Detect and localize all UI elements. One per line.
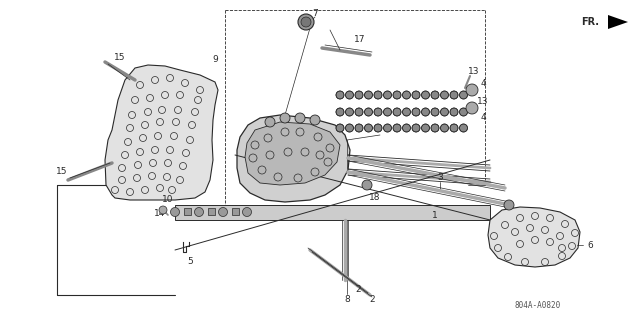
Circle shape bbox=[355, 108, 363, 116]
Text: 10: 10 bbox=[163, 196, 173, 204]
Text: 1: 1 bbox=[432, 211, 438, 219]
Circle shape bbox=[243, 207, 252, 217]
Circle shape bbox=[450, 91, 458, 99]
Circle shape bbox=[440, 108, 449, 116]
Circle shape bbox=[365, 124, 372, 132]
Circle shape bbox=[298, 14, 314, 30]
Circle shape bbox=[336, 91, 344, 99]
Circle shape bbox=[412, 108, 420, 116]
Polygon shape bbox=[488, 207, 580, 267]
Circle shape bbox=[466, 102, 478, 114]
Text: FR.: FR. bbox=[581, 17, 599, 27]
Circle shape bbox=[383, 124, 392, 132]
Circle shape bbox=[460, 124, 467, 132]
Circle shape bbox=[346, 124, 353, 132]
Text: 5: 5 bbox=[187, 257, 193, 266]
Circle shape bbox=[440, 91, 449, 99]
Circle shape bbox=[301, 17, 311, 27]
Circle shape bbox=[365, 91, 372, 99]
Circle shape bbox=[412, 91, 420, 99]
Circle shape bbox=[159, 206, 167, 214]
Circle shape bbox=[450, 124, 458, 132]
Circle shape bbox=[460, 91, 467, 99]
Circle shape bbox=[504, 200, 514, 210]
Circle shape bbox=[374, 91, 382, 99]
Circle shape bbox=[374, 108, 382, 116]
Polygon shape bbox=[175, 205, 490, 220]
Circle shape bbox=[403, 91, 410, 99]
Circle shape bbox=[393, 91, 401, 99]
Text: 13: 13 bbox=[468, 68, 480, 77]
Circle shape bbox=[383, 91, 392, 99]
Text: 2: 2 bbox=[369, 295, 375, 305]
Circle shape bbox=[355, 91, 363, 99]
Polygon shape bbox=[237, 115, 350, 202]
Circle shape bbox=[412, 124, 420, 132]
Polygon shape bbox=[245, 122, 340, 185]
Circle shape bbox=[265, 117, 275, 127]
Text: 2: 2 bbox=[355, 286, 361, 294]
Circle shape bbox=[365, 108, 372, 116]
Circle shape bbox=[336, 124, 344, 132]
Circle shape bbox=[403, 124, 410, 132]
Circle shape bbox=[346, 108, 353, 116]
Text: 13: 13 bbox=[477, 98, 489, 107]
Circle shape bbox=[170, 207, 179, 217]
Circle shape bbox=[336, 108, 344, 116]
Polygon shape bbox=[105, 65, 218, 200]
Circle shape bbox=[431, 124, 439, 132]
Circle shape bbox=[218, 207, 227, 217]
Circle shape bbox=[440, 124, 449, 132]
Circle shape bbox=[346, 91, 353, 99]
Bar bbox=[207, 208, 214, 215]
Text: 6: 6 bbox=[587, 241, 593, 249]
Circle shape bbox=[431, 108, 439, 116]
Text: 3: 3 bbox=[437, 174, 443, 182]
Text: 15: 15 bbox=[115, 54, 125, 63]
Circle shape bbox=[393, 124, 401, 132]
Text: 8: 8 bbox=[344, 295, 350, 305]
Text: 4: 4 bbox=[480, 114, 486, 122]
Bar bbox=[232, 208, 239, 215]
Circle shape bbox=[383, 108, 392, 116]
Text: 14: 14 bbox=[154, 209, 166, 218]
Text: 9: 9 bbox=[212, 56, 218, 64]
Bar bbox=[184, 208, 191, 215]
Text: 804A-A0820: 804A-A0820 bbox=[515, 300, 561, 309]
Circle shape bbox=[355, 124, 363, 132]
Circle shape bbox=[422, 91, 429, 99]
Text: 4: 4 bbox=[480, 79, 486, 88]
Circle shape bbox=[295, 113, 305, 123]
Text: 15: 15 bbox=[56, 167, 68, 176]
Circle shape bbox=[310, 115, 320, 125]
Circle shape bbox=[450, 108, 458, 116]
Text: 17: 17 bbox=[355, 35, 365, 44]
Circle shape bbox=[362, 180, 372, 190]
Circle shape bbox=[422, 124, 429, 132]
Text: 7: 7 bbox=[312, 10, 318, 19]
Circle shape bbox=[460, 108, 467, 116]
Circle shape bbox=[195, 207, 204, 217]
Circle shape bbox=[466, 84, 478, 96]
Circle shape bbox=[403, 108, 410, 116]
Circle shape bbox=[393, 108, 401, 116]
Polygon shape bbox=[608, 15, 628, 29]
Circle shape bbox=[374, 124, 382, 132]
Circle shape bbox=[431, 91, 439, 99]
Text: 18: 18 bbox=[369, 194, 381, 203]
Circle shape bbox=[422, 108, 429, 116]
Circle shape bbox=[280, 113, 290, 123]
